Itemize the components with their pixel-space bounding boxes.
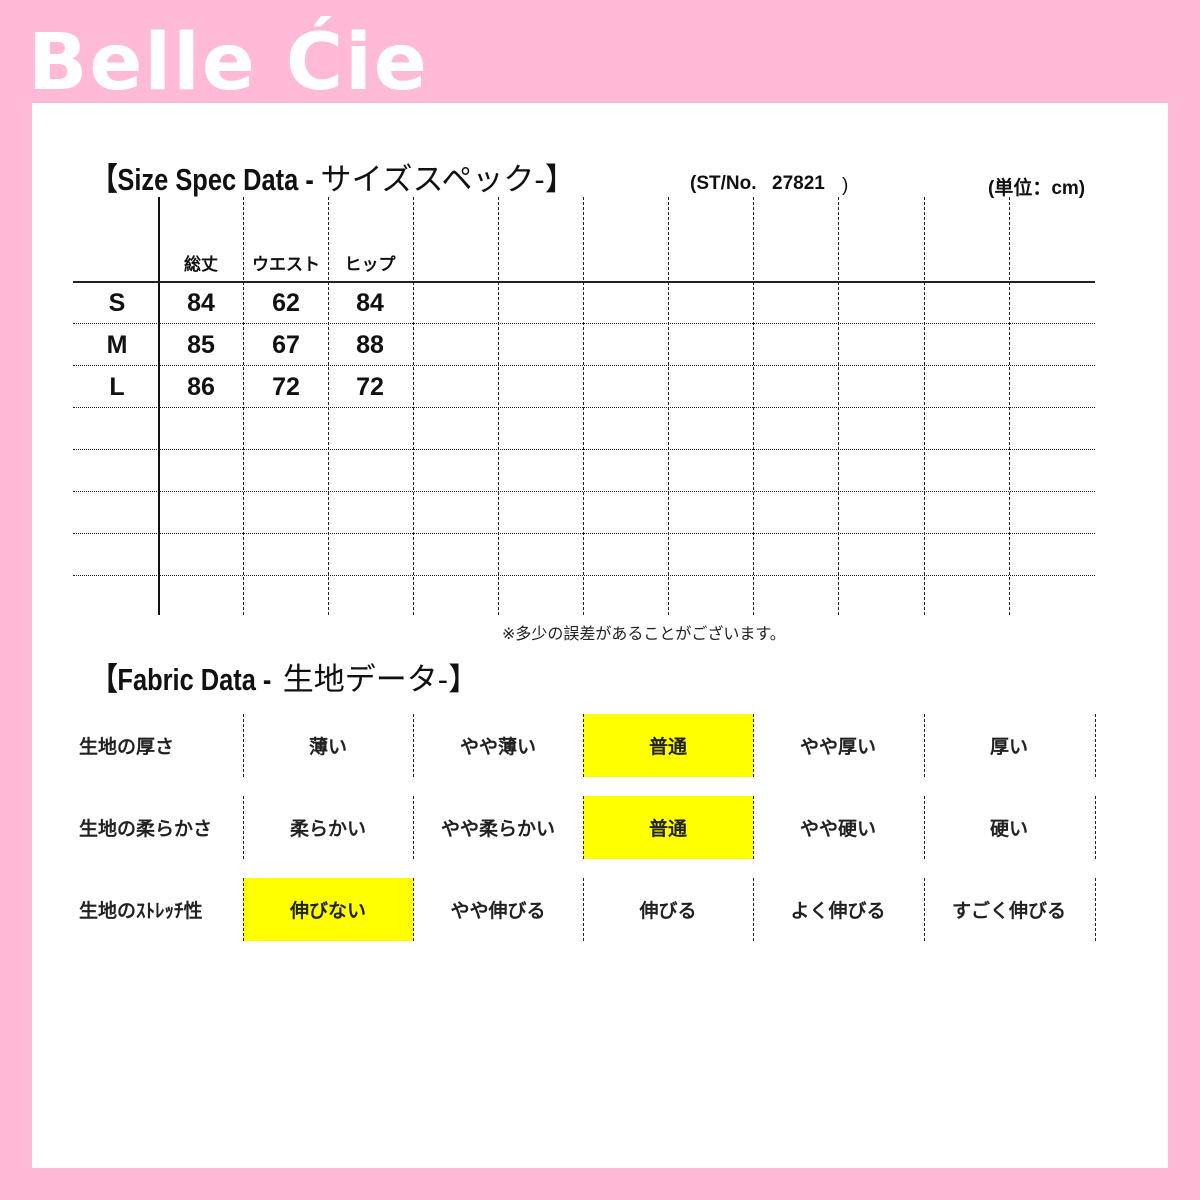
grid-line-vertical [838, 197, 839, 615]
grid-line-horizontal [73, 365, 1095, 366]
grid-line-vertical [924, 878, 925, 941]
measurement-value: 84 [356, 289, 384, 317]
measurement-value: 62 [272, 289, 300, 317]
measurement-value: 72 [272, 373, 300, 401]
fabric-option: 柔らかい [289, 818, 366, 840]
grid-line-vertical [243, 714, 244, 777]
brand-logo: Belle Ćie [28, 18, 429, 108]
fabric-option: 硬い [989, 818, 1028, 840]
grid-line-vertical [1095, 796, 1096, 859]
grid-line-horizontal [73, 533, 1095, 534]
fabric-option: 伸びる [639, 900, 697, 922]
content-panel [32, 103, 1168, 1168]
column-header: ヒップ [344, 255, 396, 275]
st-no-close: ) [842, 175, 849, 196]
st-no-label: (ST/No. [690, 173, 757, 194]
fabric-option: やや伸びる [450, 900, 546, 922]
column-header: 総丈 [184, 255, 218, 275]
measurement-value: 88 [356, 331, 384, 359]
grid-line-vertical [924, 714, 925, 777]
fabric-title-jp: 生地データ-】 [282, 662, 480, 697]
measurement-value: 85 [187, 331, 215, 359]
grid-line-vertical [413, 714, 414, 777]
grid-line-vertical [583, 796, 584, 859]
fabric-title: 【Fabric Data - 生地データ-】 [92, 654, 479, 699]
grid-line-horizontal [73, 449, 1095, 450]
fabric-option: やや厚い [799, 736, 876, 758]
grid-line-horizontal [73, 407, 1095, 408]
grid-line-vertical [498, 197, 499, 615]
grid-line-vertical [413, 197, 414, 615]
measurement-value: 67 [272, 331, 300, 359]
fabric-option: 薄い [308, 736, 347, 758]
measurement-value: 84 [187, 289, 215, 317]
fabric-title-en: 【Fabric Data - [92, 662, 272, 697]
fabric-option: よく伸びる [790, 900, 886, 922]
size-label: S [108, 289, 126, 317]
fabric-option: すごく伸びる [951, 900, 1066, 922]
fabric-option-selected: 普通 [583, 796, 753, 859]
fabric-option: 厚い [989, 736, 1028, 758]
grid-line-vertical [1009, 197, 1010, 615]
grid-line-vertical [413, 796, 414, 859]
grid-line-vertical [328, 197, 329, 615]
st-no: 27821 [772, 173, 825, 194]
fabric-row-label: 生地の厚さ [79, 736, 175, 758]
grid-line-vertical [243, 796, 244, 859]
table-divider-vertical [158, 197, 160, 615]
size-spec-title: 【Size Spec Data - サイズスペック-】 [92, 154, 576, 199]
measurement-value: 86 [187, 373, 215, 401]
grid-line-horizontal [73, 491, 1095, 492]
grid-line-vertical [753, 796, 754, 859]
fabric-option-selected: 伸びない [243, 878, 413, 941]
header-divider [73, 281, 1095, 283]
grid-line-vertical [753, 878, 754, 941]
fabric-row-label: 生地のｽﾄﾚｯﾁ性 [79, 900, 203, 922]
fabric-option-selected: 普通 [583, 714, 753, 777]
grid-line-vertical [1095, 714, 1096, 777]
fabric-option: やや柔らかい [440, 818, 555, 840]
size-label: L [109, 373, 125, 401]
size-spec-title-jp: サイズスペック-】 [320, 162, 576, 197]
grid-line-horizontal [73, 323, 1095, 324]
grid-line-vertical [924, 796, 925, 859]
fabric-row-label: 生地の柔らかさ [79, 818, 213, 840]
grid-line-vertical [753, 714, 754, 777]
grid-line-vertical [243, 197, 244, 615]
grid-line-vertical [583, 714, 584, 777]
column-header: ウエスト [252, 255, 320, 275]
size-label: M [106, 331, 128, 359]
grid-line-vertical [1095, 878, 1096, 941]
grid-line-vertical [668, 197, 669, 615]
grid-line-vertical [583, 197, 584, 615]
grid-line-vertical [924, 197, 925, 615]
grid-line-vertical [243, 878, 244, 941]
fabric-option: やや薄い [459, 736, 536, 758]
grid-line-horizontal [73, 575, 1095, 576]
grid-line-vertical [753, 197, 754, 615]
tolerance-note: ※多少の誤差があることがございます。 [502, 624, 786, 643]
grid-line-vertical [413, 878, 414, 941]
size-spec-title-en: 【Size Spec Data - [92, 162, 314, 197]
measurement-value: 72 [356, 373, 384, 401]
unit-label: (単位：cm) [988, 178, 1086, 199]
fabric-option: やや硬い [799, 818, 876, 840]
grid-line-vertical [583, 878, 584, 941]
